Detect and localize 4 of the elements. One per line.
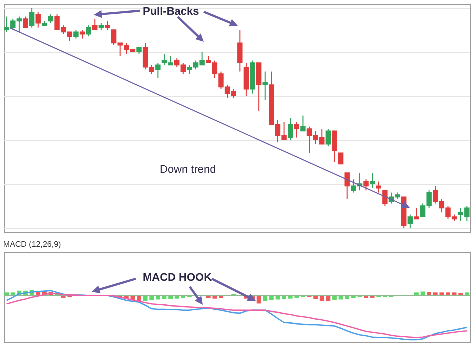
annotation: Down trend [160, 164, 216, 176]
text: MACD HOOK [143, 272, 212, 284]
annotation: Pull-Backs [143, 6, 200, 18]
chart-title: MACD (12,26,9) [3, 240, 62, 249]
